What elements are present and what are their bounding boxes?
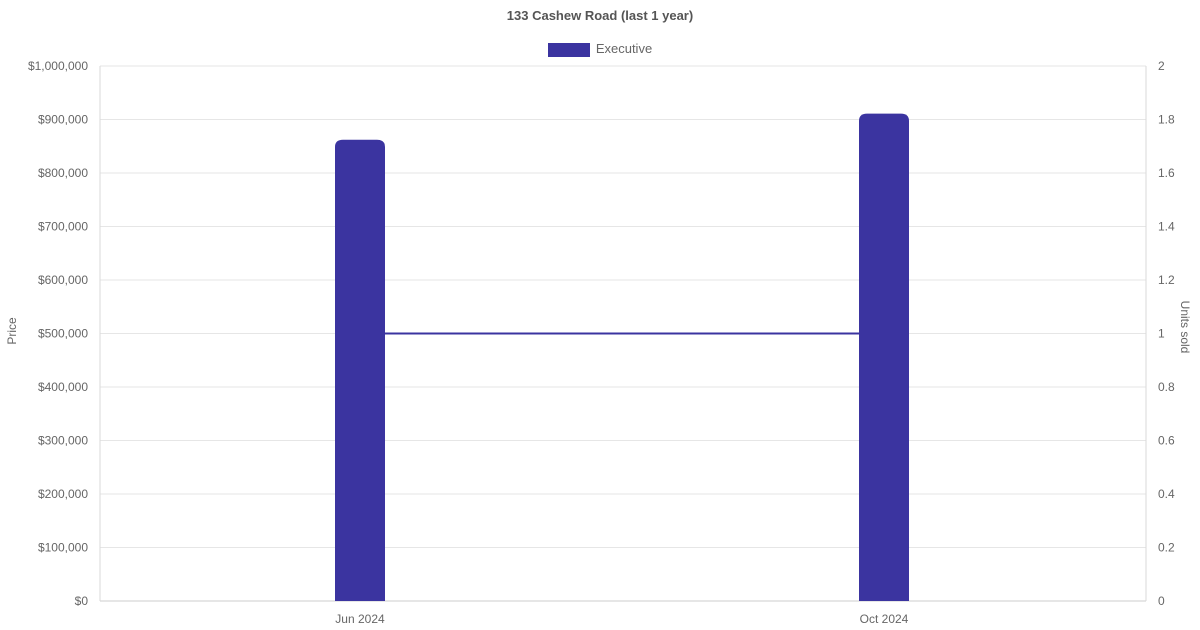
svg-text:$700,000: $700,000 [38, 220, 88, 234]
svg-text:$600,000: $600,000 [38, 273, 88, 287]
svg-text:1.6: 1.6 [1158, 166, 1175, 180]
svg-text:$200,000: $200,000 [38, 487, 88, 501]
svg-text:Jun 2024: Jun 2024 [335, 612, 385, 626]
svg-text:$100,000: $100,000 [38, 541, 88, 555]
svg-text:$0: $0 [75, 594, 89, 608]
svg-text:0.4: 0.4 [1158, 487, 1175, 501]
svg-text:0.8: 0.8 [1158, 380, 1175, 394]
svg-text:1.8: 1.8 [1158, 113, 1175, 127]
svg-text:2: 2 [1158, 59, 1165, 73]
svg-text:1.4: 1.4 [1158, 220, 1175, 234]
svg-text:$800,000: $800,000 [38, 166, 88, 180]
svg-text:0: 0 [1158, 594, 1165, 608]
svg-text:$500,000: $500,000 [38, 327, 88, 341]
svg-text:0.6: 0.6 [1158, 434, 1175, 448]
svg-text:Oct 2024: Oct 2024 [860, 612, 909, 626]
svg-text:$300,000: $300,000 [38, 434, 88, 448]
svg-text:1.2: 1.2 [1158, 273, 1175, 287]
svg-text:$400,000: $400,000 [38, 380, 88, 394]
svg-text:$900,000: $900,000 [38, 113, 88, 127]
svg-text:$1,000,000: $1,000,000 [28, 59, 88, 73]
svg-text:0.2: 0.2 [1158, 541, 1175, 555]
svg-text:1: 1 [1158, 327, 1165, 341]
